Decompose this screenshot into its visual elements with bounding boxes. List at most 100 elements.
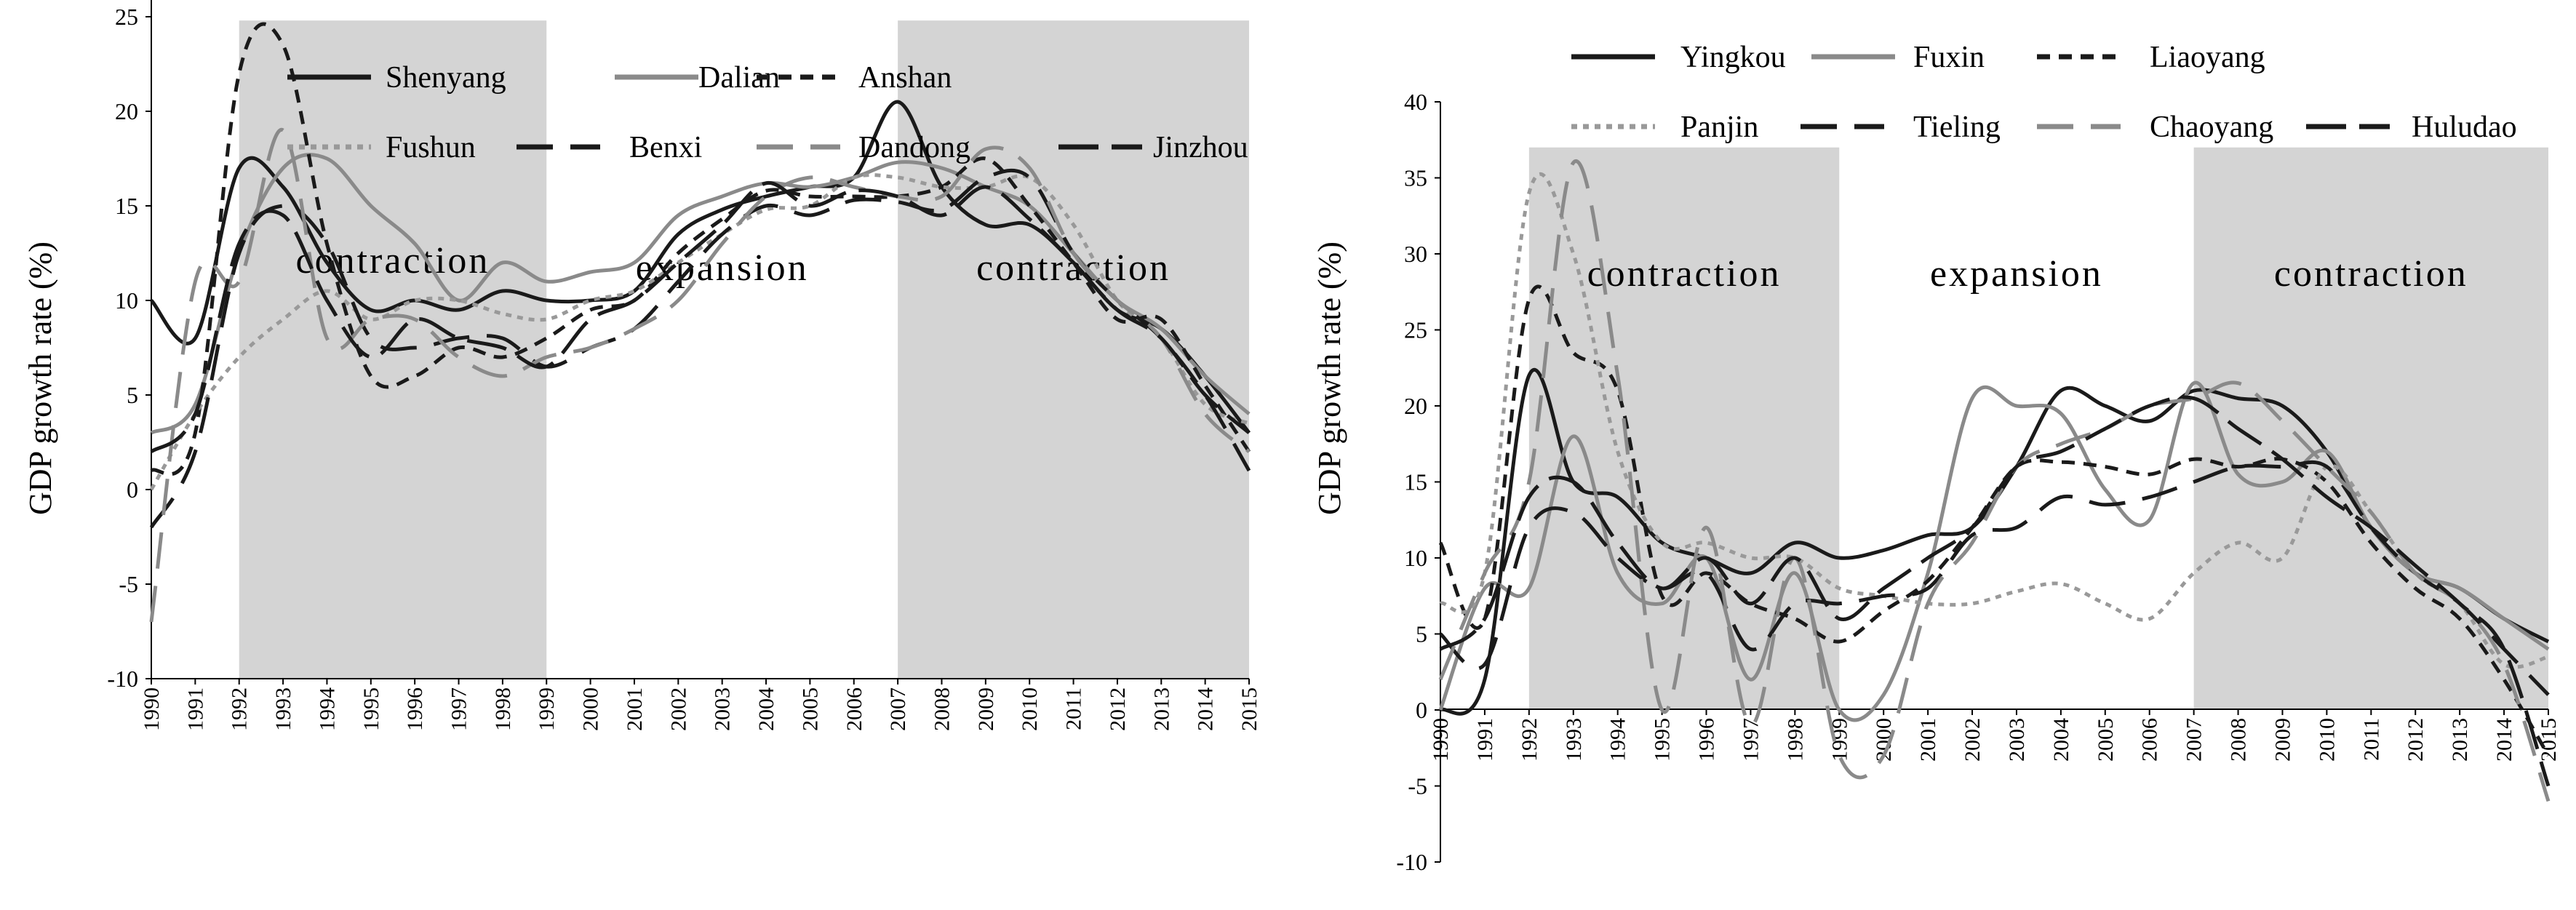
chart-panel-1: contraction expansion contraction-10-50510… [23, 0, 1261, 731]
x-tick-label: 1993 [1562, 718, 1586, 762]
y-tick-label: 35 [1404, 165, 1427, 191]
legend-label-tieling: Tieling [1913, 111, 2001, 144]
x-tick-label: 2014 [1194, 687, 1218, 731]
x-tick-label: 2010 [2315, 718, 2339, 762]
x-tick-label: 2008 [930, 687, 954, 731]
legend-label-fuxin: Fuxin [1913, 41, 1985, 74]
x-tick-label: 2002 [1961, 718, 1985, 762]
x-tick-label: 1990 [140, 687, 164, 731]
x-tick-label: 1995 [1651, 718, 1675, 762]
legend-label-huludao: Huludao [2412, 111, 2517, 144]
y-tick-label: 5 [127, 382, 138, 408]
x-tick-label: 2012 [1106, 687, 1130, 731]
y-tick-label: 0 [127, 476, 138, 503]
y-tick-label: -5 [119, 571, 138, 597]
x-tick-label: 1994 [1606, 718, 1630, 762]
x-tick-label: 1994 [315, 687, 339, 731]
y-tick-label: 5 [1416, 621, 1427, 647]
x-tick-label: 2004 [754, 687, 778, 731]
x-tick-label: 2001 [1916, 718, 1940, 762]
legend-label-chaoyang: Chaoyang [2150, 111, 2273, 144]
x-tick-label: 2014 [2492, 718, 2516, 762]
x-tick-label: 1999 [535, 687, 559, 731]
period-label: expansion [1930, 253, 2103, 295]
x-tick-label: 2000 [579, 687, 603, 731]
y-axis-title: GDP growth rate (%) [1312, 242, 1347, 515]
y-tick-label: 25 [115, 4, 138, 30]
series-line-benxi [149, 168, 1251, 529]
x-tick-label: 2011 [1062, 687, 1086, 730]
x-tick-label: 2007 [886, 687, 910, 731]
y-tick-label: 25 [1404, 317, 1427, 343]
x-tick-label: 1995 [359, 687, 383, 731]
series-line-fushun [149, 173, 1250, 491]
x-tick-label: 1990 [1429, 718, 1453, 762]
x-tick-label: 2013 [2448, 718, 2472, 762]
legend-label-shenyang: Shenyang [386, 61, 506, 95]
x-tick-label: 1998 [1783, 718, 1807, 762]
x-tick-label: 2012 [2404, 718, 2428, 762]
x-tick-label: 1991 [1473, 718, 1497, 762]
x-tick-label: 2013 [1149, 687, 1173, 731]
y-axis-title: GDP growth rate (%) [23, 242, 58, 515]
x-tick-label: 2005 [798, 687, 822, 731]
x-tick-label: 1991 [183, 687, 207, 731]
series-line-liaoyang [1438, 284, 2551, 757]
x-tick-label: 2010 [1018, 687, 1042, 731]
period-label: contraction [2274, 253, 2468, 295]
legend-label-liaoyang: Liaoyang [2150, 41, 2265, 74]
y-tick-label: 10 [115, 287, 138, 314]
x-tick-label: 2005 [2094, 718, 2118, 762]
x-tick-label: 2002 [666, 687, 690, 731]
x-tick-label: 2003 [711, 687, 735, 731]
period-label: contraction [1587, 253, 1782, 295]
x-tick-label: 2015 [1237, 687, 1261, 731]
x-tick-label: 2004 [2049, 718, 2073, 762]
y-tick-label: 30 [1404, 241, 1427, 267]
x-tick-label: 2007 [2182, 718, 2206, 762]
x-tick-label: 2001 [623, 687, 647, 731]
series-line-huludao [1439, 395, 2551, 787]
x-tick-label: 2009 [974, 687, 998, 731]
legend-label-dandong: Dandong [858, 131, 970, 164]
y-tick-label: 15 [115, 193, 138, 219]
y-tick-label: 0 [1416, 697, 1427, 723]
legend-label-jinzhou: Jinzhou [1153, 131, 1248, 164]
x-tick-label: 1997 [447, 687, 471, 731]
x-tick-label: 2006 [842, 687, 866, 731]
series-line-panjin [1439, 172, 2549, 669]
shaded-period-3 [898, 20, 1249, 679]
legend-label-panjin: Panjin [1680, 111, 1758, 144]
x-tick-label: 1996 [403, 687, 427, 731]
series-line-tieling [1439, 460, 2550, 696]
x-tick-label: 2009 [2270, 718, 2294, 762]
x-tick-label: 2008 [2227, 718, 2251, 762]
series-line-chaoyang [1438, 159, 2551, 802]
legend-label-yingkou: Yingkou [1680, 41, 1786, 74]
series-line-dandong [149, 128, 1251, 623]
y-tick-label: -10 [107, 666, 138, 692]
y-tick-label: -10 [1396, 849, 1427, 875]
x-tick-label: 2006 [2138, 718, 2162, 762]
legend-label-benxi: Benxi [629, 131, 702, 164]
legend-label-fushun: Fushun [386, 131, 476, 164]
y-tick-label: 15 [1404, 469, 1427, 495]
y-tick-label: 40 [1404, 89, 1427, 115]
x-tick-label: 1997 [1739, 718, 1763, 762]
series-line-jinzhou [150, 181, 1251, 454]
x-tick-label: 1993 [271, 687, 295, 731]
y-tick-label: 20 [115, 98, 138, 124]
y-tick-label: 20 [1404, 393, 1427, 419]
x-tick-label: 1996 [1695, 718, 1719, 762]
x-tick-label: 2003 [2005, 718, 2029, 762]
x-tick-label: 1992 [1518, 718, 1542, 762]
x-tick-label: 1998 [491, 687, 515, 731]
chart-panel-2: contraction expansion contraction -10 -5 0 5 10… [1312, 41, 2561, 875]
y-tick-label: -5 [1408, 773, 1427, 799]
x-tick-label: 2011 [2359, 718, 2383, 761]
x-tick-label: 1992 [228, 687, 252, 731]
shaded-period-3 [2193, 147, 2548, 709]
legend-label-anshan: Anshan [858, 61, 952, 95]
